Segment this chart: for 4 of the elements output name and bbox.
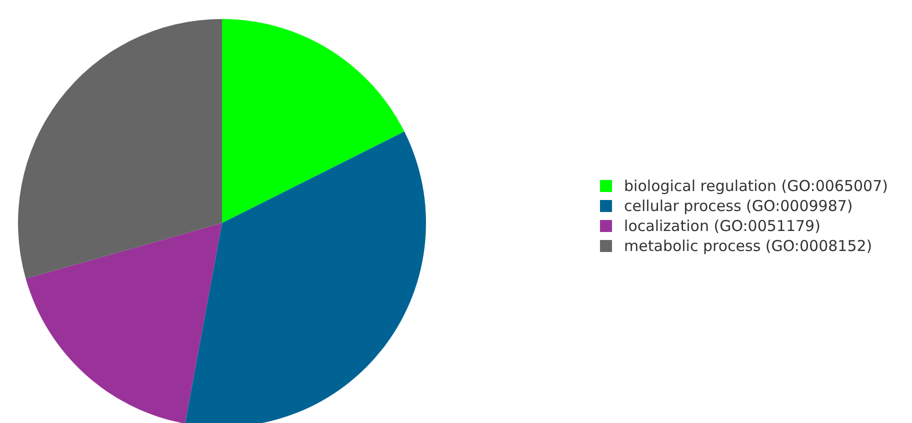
legend-label: biological regulation (GO:0065007) bbox=[624, 176, 888, 194]
legend-label: cellular process (GO:0009987) bbox=[624, 196, 853, 214]
legend-label: metabolic process (GO:0008152) bbox=[624, 236, 872, 254]
legend-label: localization (GO:0051179) bbox=[624, 216, 820, 234]
